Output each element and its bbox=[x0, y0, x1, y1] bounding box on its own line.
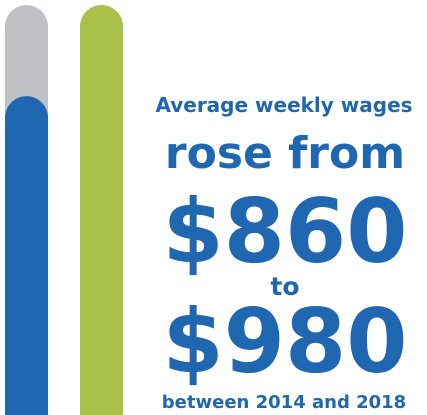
bar bbox=[80, 5, 123, 415]
subtitle: rose from bbox=[165, 128, 405, 179]
title: Average weekly wages bbox=[155, 93, 412, 117]
start-value: $860 bbox=[163, 180, 408, 283]
bar bbox=[5, 96, 48, 415]
end-value: $980 bbox=[163, 290, 408, 393]
bars bbox=[5, 5, 123, 415]
footnote: between 2014 and 2018 bbox=[162, 392, 406, 413]
texts: Average weekly wages rose from $860 to $… bbox=[155, 93, 412, 413]
connector: to bbox=[270, 272, 299, 301]
